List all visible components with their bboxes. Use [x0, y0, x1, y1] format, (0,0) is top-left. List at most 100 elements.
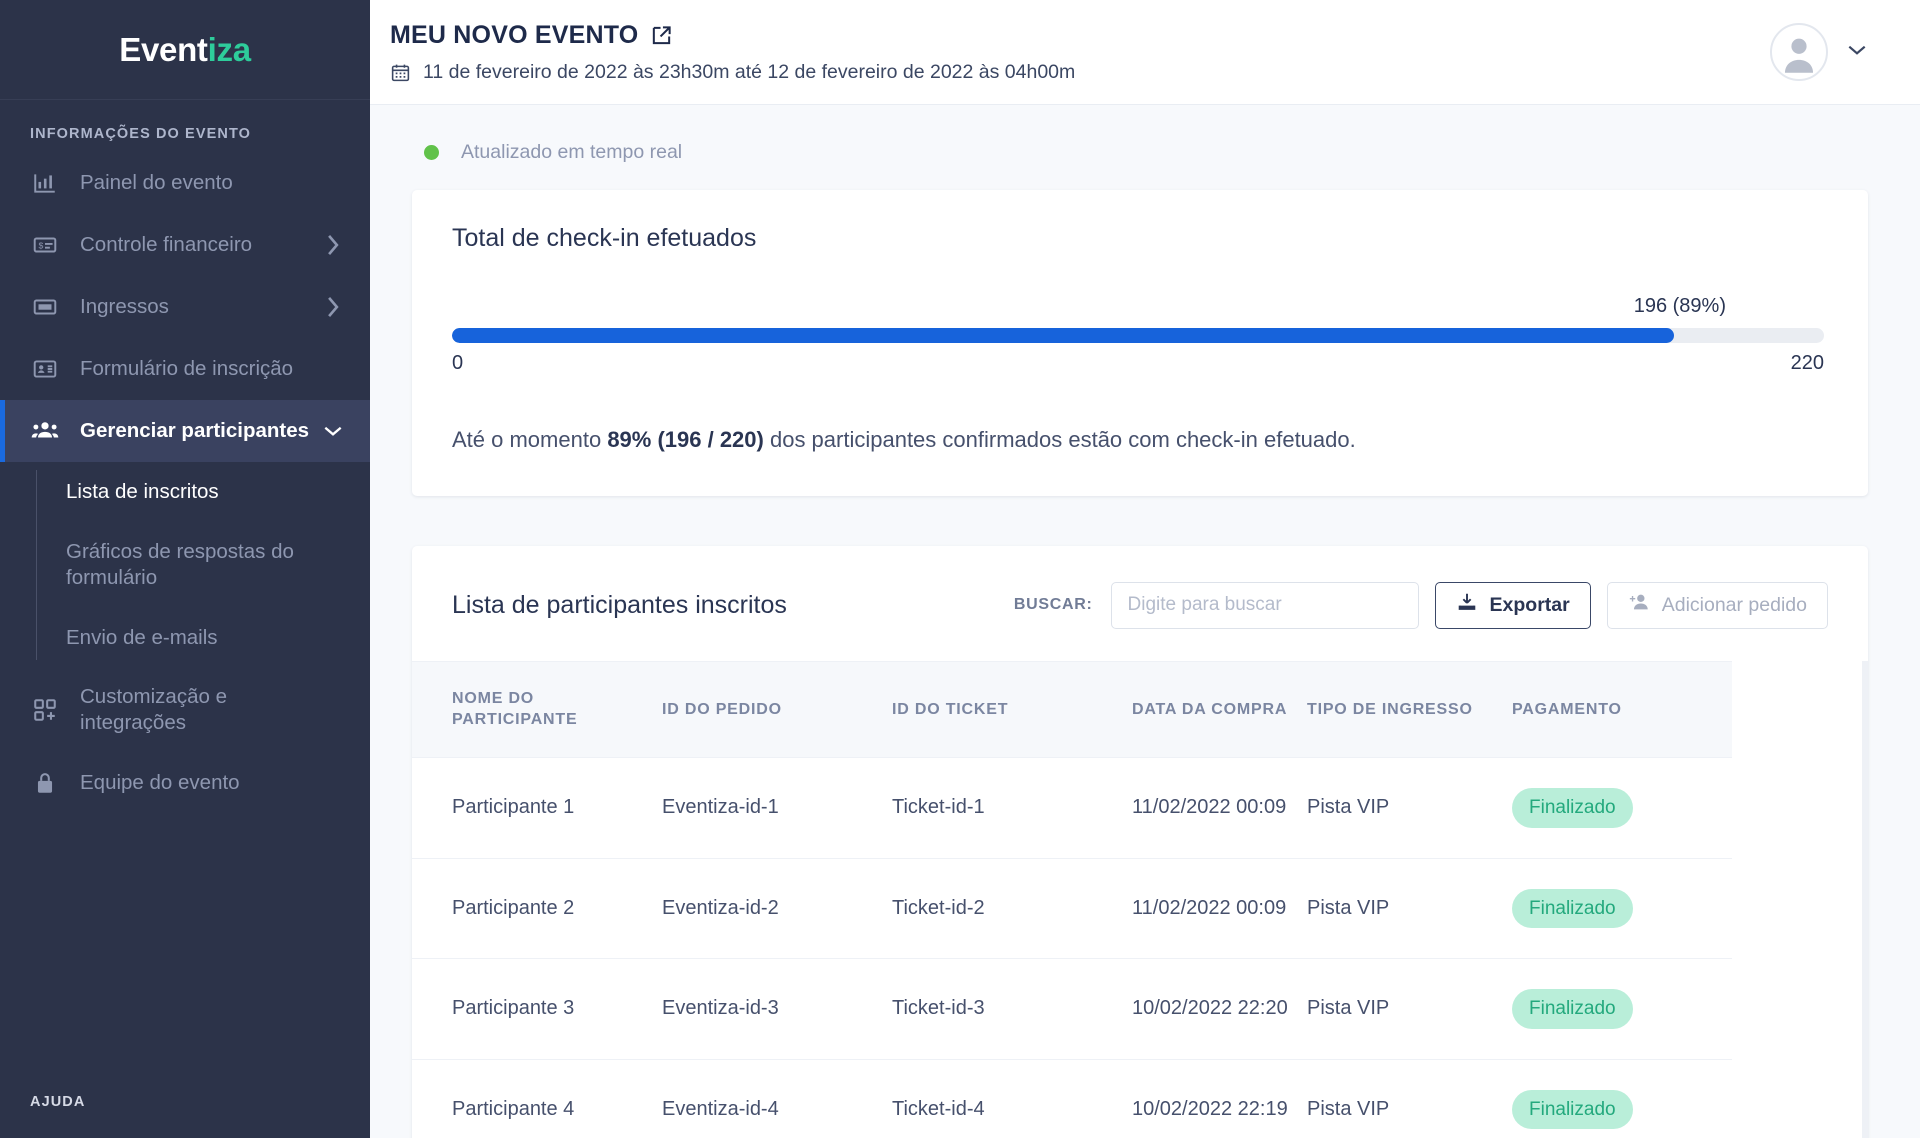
- sidebar-item-label: Gerenciar participantes: [80, 418, 310, 442]
- id-card-icon: [30, 354, 60, 384]
- brand-text-part1: Event: [119, 30, 208, 68]
- list-title: Lista de participantes inscritos: [452, 590, 787, 619]
- event-date: 11 de fevereiro de 2022 às 23h30m até 12…: [390, 61, 1075, 84]
- cell-id-pedido: Eventiza-id-1: [662, 757, 892, 859]
- cell-data-compra: 10/02/2022 22:19: [1132, 1059, 1307, 1138]
- sidebar-item-label: Customização e integrações: [80, 685, 227, 735]
- cell-id-ticket: Ticket-id-3: [892, 958, 1132, 1060]
- sidebar-subitem-lista-de-inscritos[interactable]: Lista de inscritos: [66, 480, 219, 503]
- chevron-right-icon: [322, 294, 344, 320]
- sidebar-item-label: Ingressos: [80, 294, 169, 318]
- table-row[interactable]: Participante 2 Eventiza-id-2 Ticket-id-2…: [412, 858, 1732, 960]
- ticket-icon: [30, 292, 60, 322]
- search-input[interactable]: [1110, 581, 1419, 629]
- bar-chart-icon: [30, 168, 60, 198]
- chevron-down-icon: [322, 422, 344, 440]
- participants-card-header: Lista de participantes inscritos BUSCAR:…: [412, 546, 1868, 661]
- table-header-row: NOME DO PARTICIPANTE ID DO PEDIDO ID DO …: [412, 660, 1732, 758]
- progress-min-label: 0: [452, 352, 464, 374]
- sidebar-subitem-envio-de-emails[interactable]: Envio de e-mails: [66, 626, 218, 650]
- sidebar-item-ingressos[interactable]: Ingressos: [0, 276, 370, 338]
- sidebar-item-label: Formulário de inscrição: [80, 356, 294, 380]
- cell-data-compra: 11/02/2022 00:09: [1132, 858, 1307, 960]
- vertical-scrollbar[interactable]: [1862, 660, 1868, 1138]
- column-header-id-pedido[interactable]: ID DO PEDIDO: [662, 660, 892, 758]
- cell-id-ticket: Ticket-id-1: [892, 757, 1132, 859]
- sidebar-subitem-graficos-de-respostas[interactable]: Gráficos de respostas do formulário: [66, 540, 294, 590]
- profile-menu[interactable]: [1770, 23, 1868, 81]
- chevron-down-icon[interactable]: [1846, 43, 1868, 62]
- event-header-block: MEU NOVO EVENTO 11 de fevereiro de 2022 …: [390, 21, 1075, 84]
- progress-bar-fill: [452, 328, 1675, 343]
- people-icon: [30, 416, 60, 446]
- status-badge: Finalizado: [1512, 787, 1633, 828]
- lock-icon: [30, 768, 60, 798]
- status-badge: Finalizado: [1512, 989, 1633, 1029]
- svg-text:$: $: [39, 240, 44, 250]
- cell-id-pedido: Eventiza-id-2: [662, 858, 892, 960]
- sidebar-section-label: INFORMAÇÕES DO EVENTO: [30, 126, 252, 142]
- cell-tipo-ingresso: Pista VIP: [1307, 1059, 1512, 1138]
- avatar[interactable]: [1770, 23, 1828, 81]
- cell-nome: Participante 4: [412, 1059, 662, 1138]
- summary-suffix: dos participantes confirmados estão com …: [763, 427, 1356, 452]
- progress-max-label: 220: [1790, 352, 1824, 374]
- calendar-icon: [390, 62, 411, 83]
- column-header-id-ticket[interactable]: ID DO TICKET: [892, 660, 1132, 758]
- user-avatar-icon: [1784, 38, 1814, 73]
- money-card-icon: $: [30, 230, 60, 260]
- column-header-pagamento[interactable]: PAGAMENTO: [1512, 660, 1732, 758]
- column-header-tipo-ingresso[interactable]: TIPO DE INGRESSO: [1307, 660, 1512, 758]
- checkin-summary: Até o momento 89% (196 / 220) dos partic…: [452, 425, 1824, 456]
- column-header-data-compra[interactable]: DATA DA COMPRA: [1132, 660, 1307, 758]
- sidebar-item-formulario-de-inscricao[interactable]: Formulário de inscrição: [0, 338, 370, 400]
- sidebar-item-label: Controle financeiro: [80, 232, 253, 256]
- column-header-nome[interactable]: NOME DO PARTICIPANTE: [412, 660, 662, 758]
- progress-bar-axis: 0 220: [452, 352, 1824, 375]
- status-dot-icon: [424, 145, 439, 160]
- cell-pagamento: Finalizado: [1512, 757, 1732, 859]
- status-badge: Finalizado: [1512, 1089, 1633, 1130]
- user-plus-icon: [1628, 591, 1650, 619]
- sidebar-item-customizacao-e-integracoes[interactable]: Customização e integrações: [0, 668, 370, 752]
- main-area: MEU NOVO EVENTO 11 de fevereiro de 2022 …: [370, 0, 1920, 1138]
- external-link-icon[interactable]: [650, 24, 673, 47]
- event-title-text: MEU NOVO EVENTO: [390, 20, 639, 49]
- sidebar-item-painel-do-evento[interactable]: Painel do evento: [0, 152, 370, 214]
- cell-tipo-ingresso: Pista VIP: [1307, 858, 1512, 960]
- add-order-button[interactable]: Adicionar pedido: [1606, 581, 1828, 629]
- export-button-label: Exportar: [1489, 593, 1570, 616]
- cell-id-pedido: Eventiza-id-3: [662, 958, 892, 1060]
- chevron-right-icon: [322, 232, 344, 258]
- brand-text: Eventiza: [119, 31, 251, 69]
- sidebar-help-label: AJUDA: [30, 1094, 86, 1110]
- cell-pagamento: Finalizado: [1512, 958, 1732, 1060]
- status-badge: Atualizado em tempo real: [461, 141, 683, 163]
- search-label: BUSCAR:: [1013, 596, 1093, 614]
- export-button[interactable]: Exportar: [1434, 581, 1591, 629]
- table-row[interactable]: Participante 1 Eventiza-id-1 Ticket-id-1…: [412, 757, 1732, 859]
- sidebar-item-equipe-do-evento[interactable]: Equipe do evento: [0, 752, 370, 814]
- cell-tipo-ingresso: Pista VIP: [1307, 757, 1512, 859]
- event-date-text: 11 de fevereiro de 2022 às 23h30m até 12…: [423, 60, 1076, 83]
- table-head: NOME DO PARTICIPANTE ID DO PEDIDO ID DO …: [412, 660, 1732, 758]
- sidebar-item-gerenciar-participantes[interactable]: Gerenciar participantes: [0, 400, 370, 462]
- status-badge: Finalizado: [1512, 888, 1633, 929]
- table-body: Participante 1 Eventiza-id-1 Ticket-id-1…: [412, 757, 1732, 1138]
- cell-id-pedido: Eventiza-id-4: [662, 1059, 892, 1138]
- table-row[interactable]: Participante 3 Eventiza-id-3 Ticket-id-3…: [412, 958, 1732, 1060]
- participants-table-wrap: NOME DO PARTICIPANTE ID DO PEDIDO ID DO …: [412, 660, 1868, 1138]
- cell-data-compra: 11/02/2022 00:09: [1132, 757, 1307, 859]
- cell-data-compra: 10/02/2022 22:20: [1132, 958, 1307, 1060]
- progress-bar-track: [452, 328, 1824, 343]
- realtime-status: Atualizado em tempo real: [412, 105, 1868, 190]
- sidebar-item-controle-financeiro[interactable]: $ Controle financeiro: [0, 214, 370, 276]
- cell-nome: Participante 1: [412, 757, 662, 859]
- table-row[interactable]: Participante 4 Eventiza-id-4 Ticket-id-4…: [412, 1059, 1732, 1138]
- cell-tipo-ingresso: Pista VIP: [1307, 958, 1512, 1060]
- page-title: MEU NOVO EVENTO: [390, 21, 1075, 50]
- summary-prefix: Até o momento: [452, 427, 608, 452]
- cell-pagamento: Finalizado: [1512, 858, 1732, 960]
- checkin-card-title: Total de check-in efetuados: [452, 224, 757, 252]
- brand-logo[interactable]: Eventiza: [0, 0, 370, 100]
